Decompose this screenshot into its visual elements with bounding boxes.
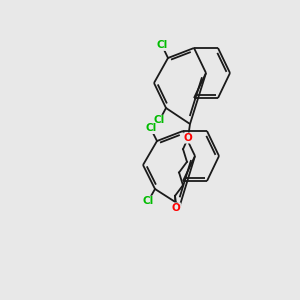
Text: Cl: Cl: [154, 116, 165, 125]
Text: O: O: [184, 133, 192, 143]
Text: Cl: Cl: [156, 40, 168, 50]
Text: Cl: Cl: [142, 196, 154, 206]
Text: O: O: [172, 203, 180, 213]
Text: Cl: Cl: [145, 124, 156, 134]
